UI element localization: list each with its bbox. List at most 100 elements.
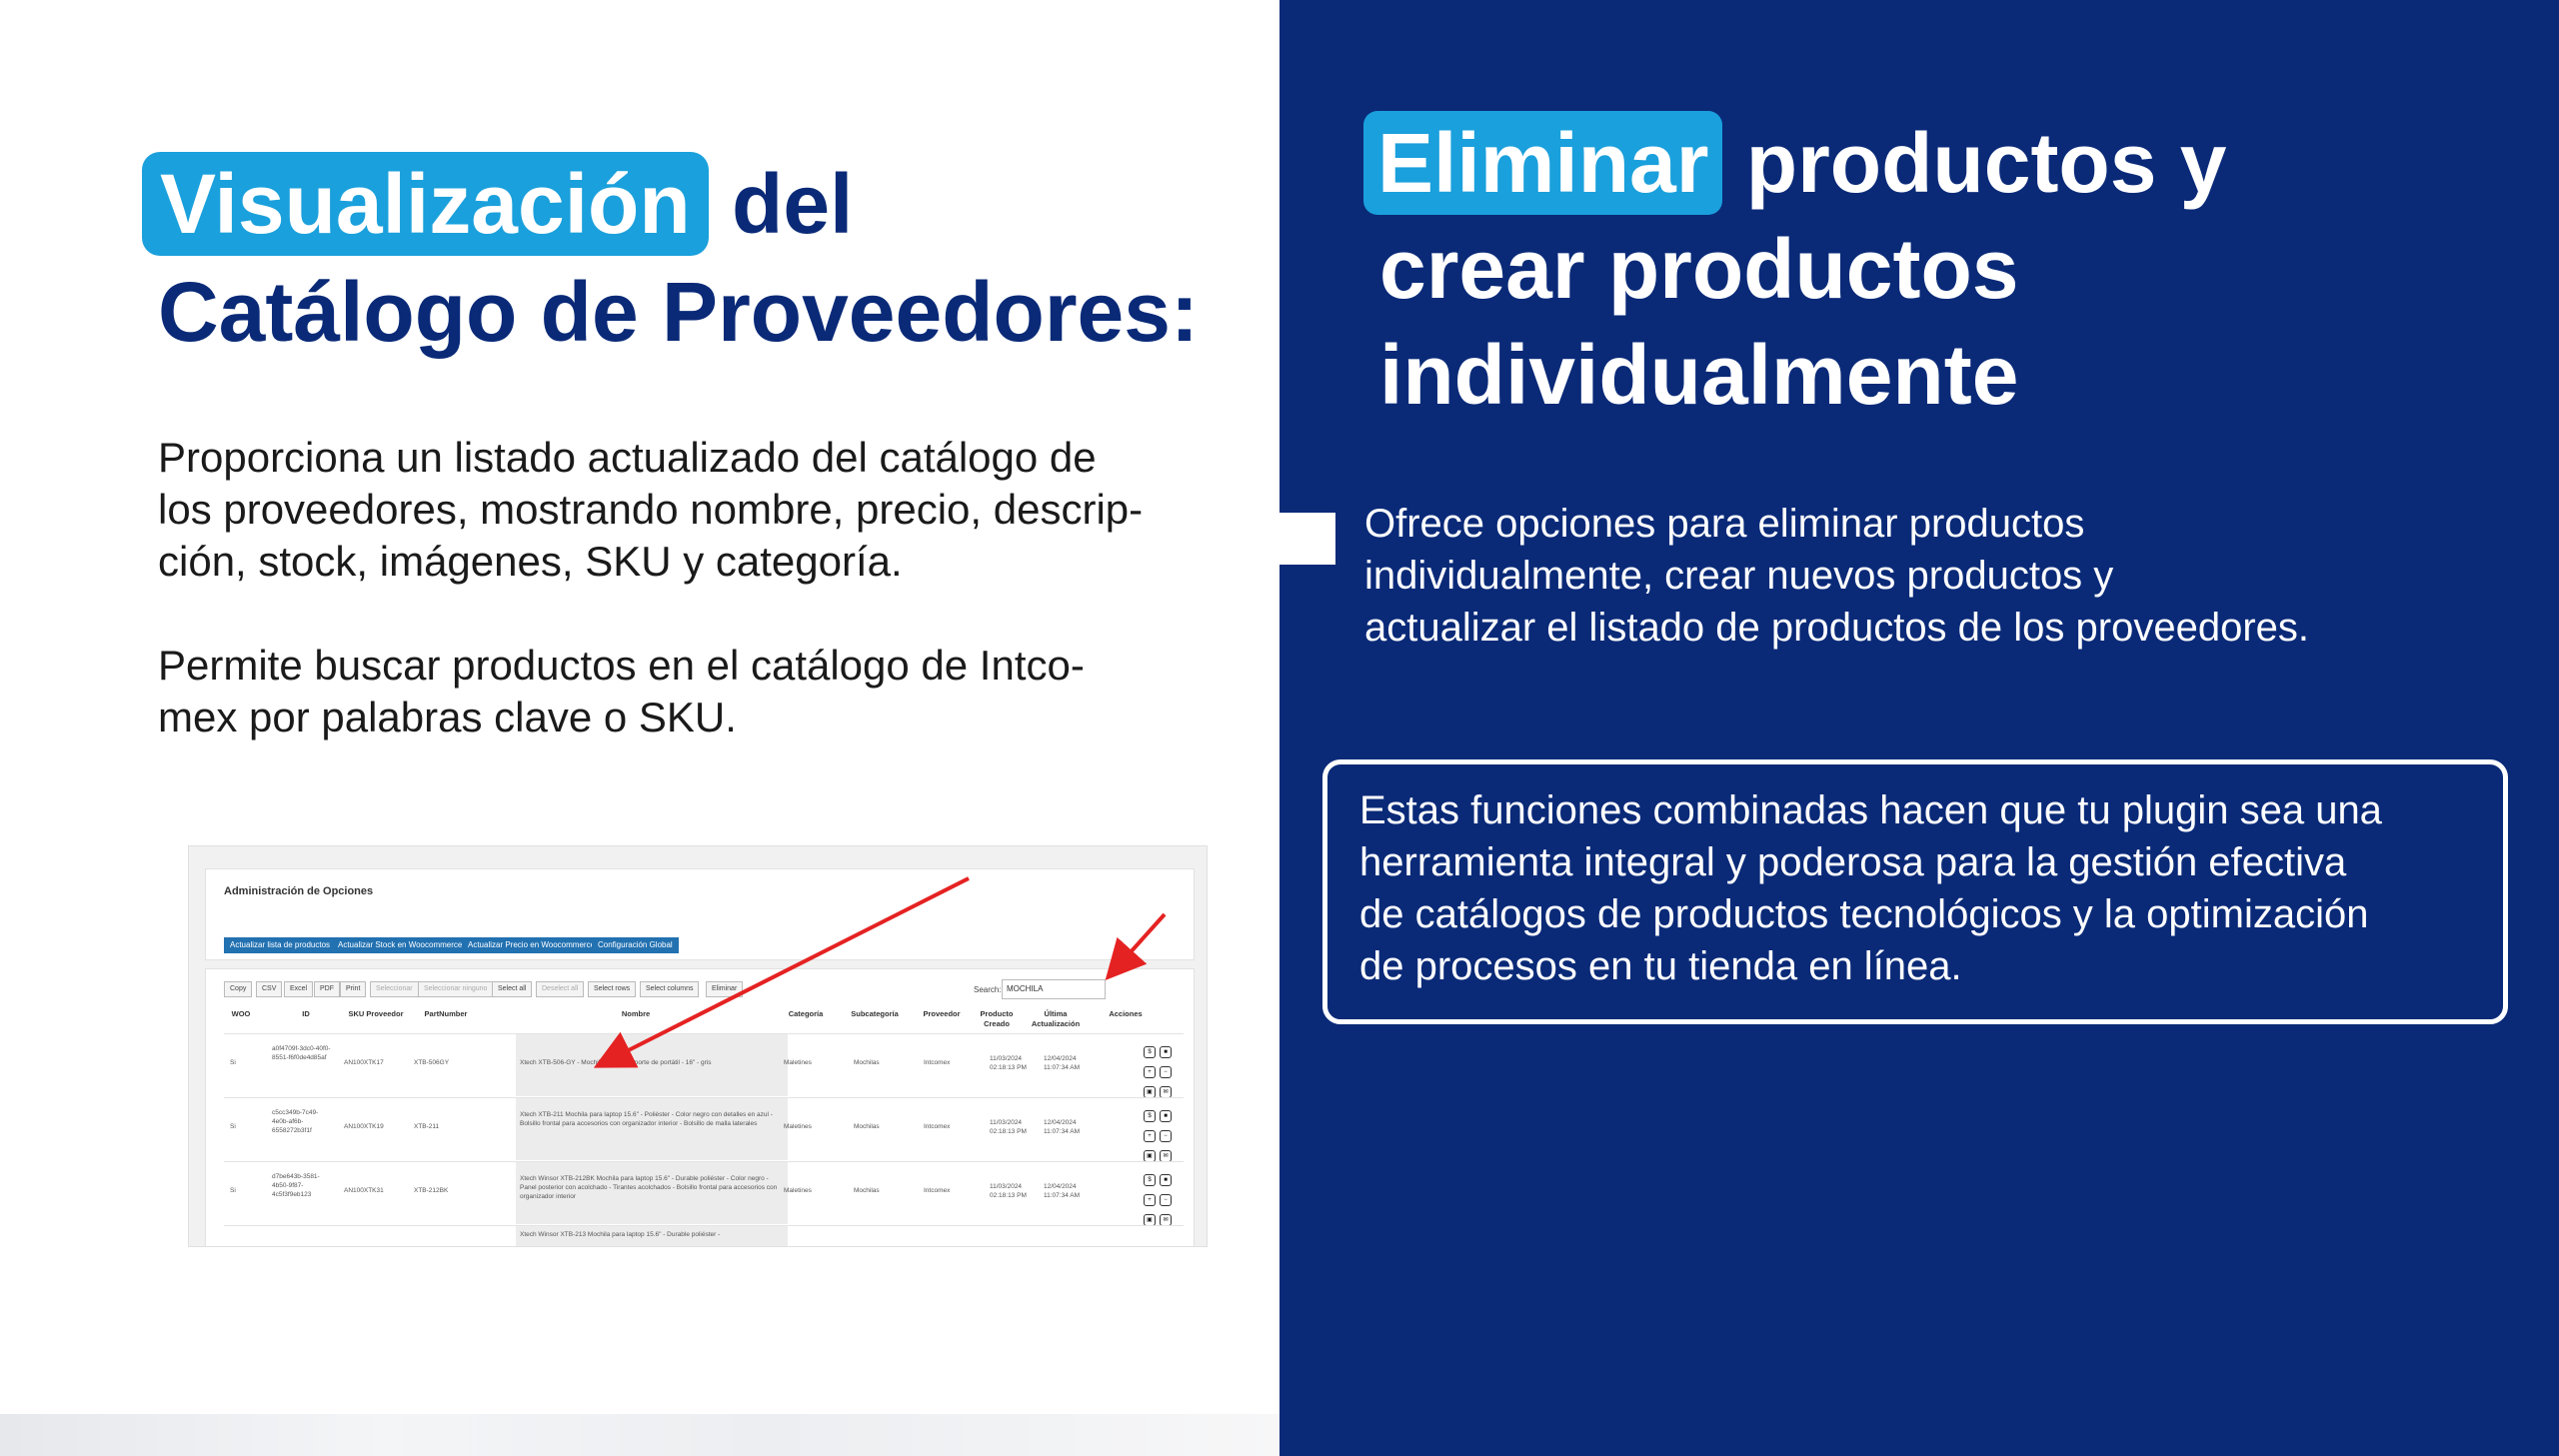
- table-row[interactable]: Si d7be643b-3581-4b50-9f87-4c5f3f9eb123 …: [224, 1161, 1184, 1226]
- name-cell-bg: [516, 1034, 788, 1096]
- options-panel-title: Administración de Opciones: [224, 885, 374, 897]
- row-actions: $ ■+ −▣ ✉: [1142, 1168, 1176, 1228]
- text-line: Estas funciones combinadas hacen que tu …: [1359, 788, 2382, 832]
- woo-cell: Si: [230, 1059, 236, 1066]
- select-none-button[interactable]: Seleccionar ninguno: [418, 981, 494, 997]
- lock-icon[interactable]: ■: [1160, 1046, 1172, 1058]
- column-header[interactable]: Última Actualización: [1031, 1009, 1081, 1028]
- created-cell: 11/03/2024 02:18:13 PM: [990, 1055, 1027, 1071]
- updated-cell: 12/04/2024 11:07:34 AM: [1044, 1183, 1081, 1199]
- provider-cell: Intcomex: [924, 1187, 951, 1194]
- info-icon[interactable]: $: [1144, 1174, 1156, 1186]
- id-cell: d7be643b-3581-4b50-9f87-4c5f3f9eb123: [272, 1173, 320, 1198]
- category-cell: Maletines: [784, 1059, 812, 1066]
- left-title-rest: del: [732, 157, 854, 251]
- column-header[interactable]: Categoría: [788, 1009, 824, 1018]
- created-cell: 11/03/2024 02:18:13 PM: [990, 1183, 1027, 1199]
- left-title-line2: Catálogo de Proveedores:: [158, 265, 1199, 359]
- annotation-arrows: [593, 876, 1167, 1068]
- sku-cell: AN100XTK31: [344, 1187, 384, 1194]
- column-header[interactable]: Nombre: [621, 1009, 651, 1018]
- column-header[interactable]: Producto Creado: [980, 1009, 1014, 1028]
- update-stock-button[interactable]: Actualizar Stock en Woocommerce: [332, 937, 469, 953]
- csv-button[interactable]: CSV: [256, 981, 283, 997]
- sku-cell: AN100XTK17: [344, 1059, 384, 1066]
- update-price-button[interactable]: Actualizar Precio en Woocommerce: [462, 937, 602, 953]
- delete-button[interactable]: Eliminar: [706, 981, 744, 997]
- text-line: de catálogos de productos tecnológicos y…: [1359, 892, 2369, 936]
- add-icon[interactable]: +: [1144, 1130, 1156, 1142]
- name-cell: Xtech Winsor XTB-213 Mochila para laptop…: [520, 1231, 721, 1238]
- bottom-image-strip: [0, 1414, 1280, 1456]
- global-config-button[interactable]: Configuración Global: [592, 937, 679, 953]
- lock-icon[interactable]: ■: [1160, 1110, 1172, 1122]
- name-cell-bg: [516, 1226, 788, 1246]
- column-header[interactable]: WOO: [231, 1009, 251, 1018]
- copy-button[interactable]: Copy: [224, 981, 253, 997]
- excel-button[interactable]: Excel: [284, 981, 314, 997]
- options-panel: Administración de Opciones Actualizar li…: [205, 868, 1195, 960]
- select-rows-button[interactable]: Select rows: [588, 981, 637, 997]
- category-cell: Maletines: [784, 1123, 812, 1130]
- select-all-button[interactable]: Select all: [492, 981, 533, 997]
- right-title-line3: individualmente: [1379, 328, 2019, 422]
- remove-icon[interactable]: −: [1160, 1130, 1172, 1142]
- remove-icon[interactable]: −: [1160, 1194, 1172, 1206]
- search-label: Search:: [974, 985, 1002, 994]
- right-title: Eliminar productos y crear productos ind…: [1363, 110, 2227, 428]
- text-line: los proveedores, mostrando nombre, preci…: [158, 486, 1144, 533]
- info-icon[interactable]: $: [1144, 1110, 1156, 1122]
- woo-cell: Si: [230, 1187, 236, 1194]
- left-paragraph-1: Proporciona un listado actualizado del c…: [158, 432, 1178, 588]
- left-title-highlight: Visualización: [142, 152, 709, 256]
- text-line: herramienta integral y poderosa para la …: [1359, 840, 2347, 884]
- lock-icon[interactable]: ■: [1160, 1174, 1172, 1186]
- column-header[interactable]: Proveedor: [923, 1009, 961, 1018]
- arrow-to-product-name: [593, 876, 970, 1068]
- text-line: ción, stock, imágenes, SKU y categoría.: [158, 538, 903, 585]
- id-cell: a0f4709f-3dc0-40f0-8551-f6f0de4d85af: [272, 1045, 331, 1061]
- deselect-all-button[interactable]: Deselect all: [536, 981, 585, 997]
- left-paragraph-2: Permite buscar productos en el catálogo …: [158, 640, 1178, 743]
- right-title-line2: crear productos: [1379, 222, 2019, 316]
- subcategory-cell: Mochilas: [854, 1187, 880, 1194]
- summary-box: Estas funciones combinadas hacen que tu …: [1322, 759, 2508, 1024]
- add-icon[interactable]: +: [1144, 1194, 1156, 1206]
- text-line: Ofrece opciones para eliminar productos: [1364, 502, 2085, 546]
- text-line: Permite buscar productos en el catálogo …: [158, 642, 1085, 689]
- divider-notch: [1280, 513, 1335, 565]
- text-line: mex por palabras clave o SKU.: [158, 694, 737, 740]
- part-cell: XTB-211: [414, 1123, 440, 1130]
- column-header[interactable]: PartNumber: [424, 1009, 468, 1018]
- text-line: individualmente, crear nuevos productos …: [1364, 554, 2114, 598]
- right-title-highlight: Eliminar: [1363, 111, 1723, 215]
- name-cell: Xtech Winsor XTB-212BK Mochila para lapt…: [520, 1175, 778, 1200]
- update-product-list-button[interactable]: Actualizar lista de productos: [224, 937, 337, 953]
- text-line: Proporciona un listado actualizado del c…: [158, 434, 1097, 481]
- subcategory-cell: Mochilas: [854, 1059, 880, 1066]
- right-title-rest: productos y: [1745, 116, 2227, 210]
- table-row[interactable]: Xtech Winsor XTB-213 Mochila para laptop…: [224, 1225, 1184, 1246]
- column-header[interactable]: Subcategoría: [851, 1009, 899, 1018]
- subcategory-cell: Mochilas: [854, 1123, 880, 1130]
- remove-icon[interactable]: −: [1160, 1066, 1172, 1078]
- part-cell: XTB-506GY: [414, 1059, 450, 1066]
- print-button[interactable]: Print: [340, 981, 367, 997]
- select-columns-button[interactable]: Select columns: [640, 981, 700, 997]
- column-header[interactable]: Acciones: [1109, 1009, 1143, 1018]
- column-header[interactable]: SKU Proveedor: [348, 1009, 404, 1018]
- id-cell: c5cc349b-7c49-4e0b-af6b-6558272b3f1f: [272, 1109, 319, 1134]
- column-header[interactable]: ID: [302, 1009, 310, 1018]
- add-icon[interactable]: +: [1144, 1066, 1156, 1078]
- pdf-button[interactable]: PDF: [314, 981, 340, 997]
- arrow-to-search: [1105, 912, 1167, 980]
- admin-screenshot: Administración de Opciones Actualizar li…: [188, 845, 1208, 1247]
- search-input[interactable]: MOCHILA: [1002, 979, 1106, 999]
- sku-cell: AN100XTK19: [344, 1123, 384, 1130]
- table-row[interactable]: Si c5cc349b-7c49-4e0b-af6b-6558272b3f1f …: [224, 1097, 1184, 1162]
- name-cell-bg: [516, 1162, 788, 1224]
- text-line: de procesos en tu tienda en línea.: [1359, 944, 1962, 988]
- left-title: Visualización del Catálogo de Proveedore…: [142, 150, 1199, 366]
- info-icon[interactable]: $: [1144, 1046, 1156, 1058]
- row-actions: $ ■+ −▣ ✉: [1142, 1104, 1176, 1164]
